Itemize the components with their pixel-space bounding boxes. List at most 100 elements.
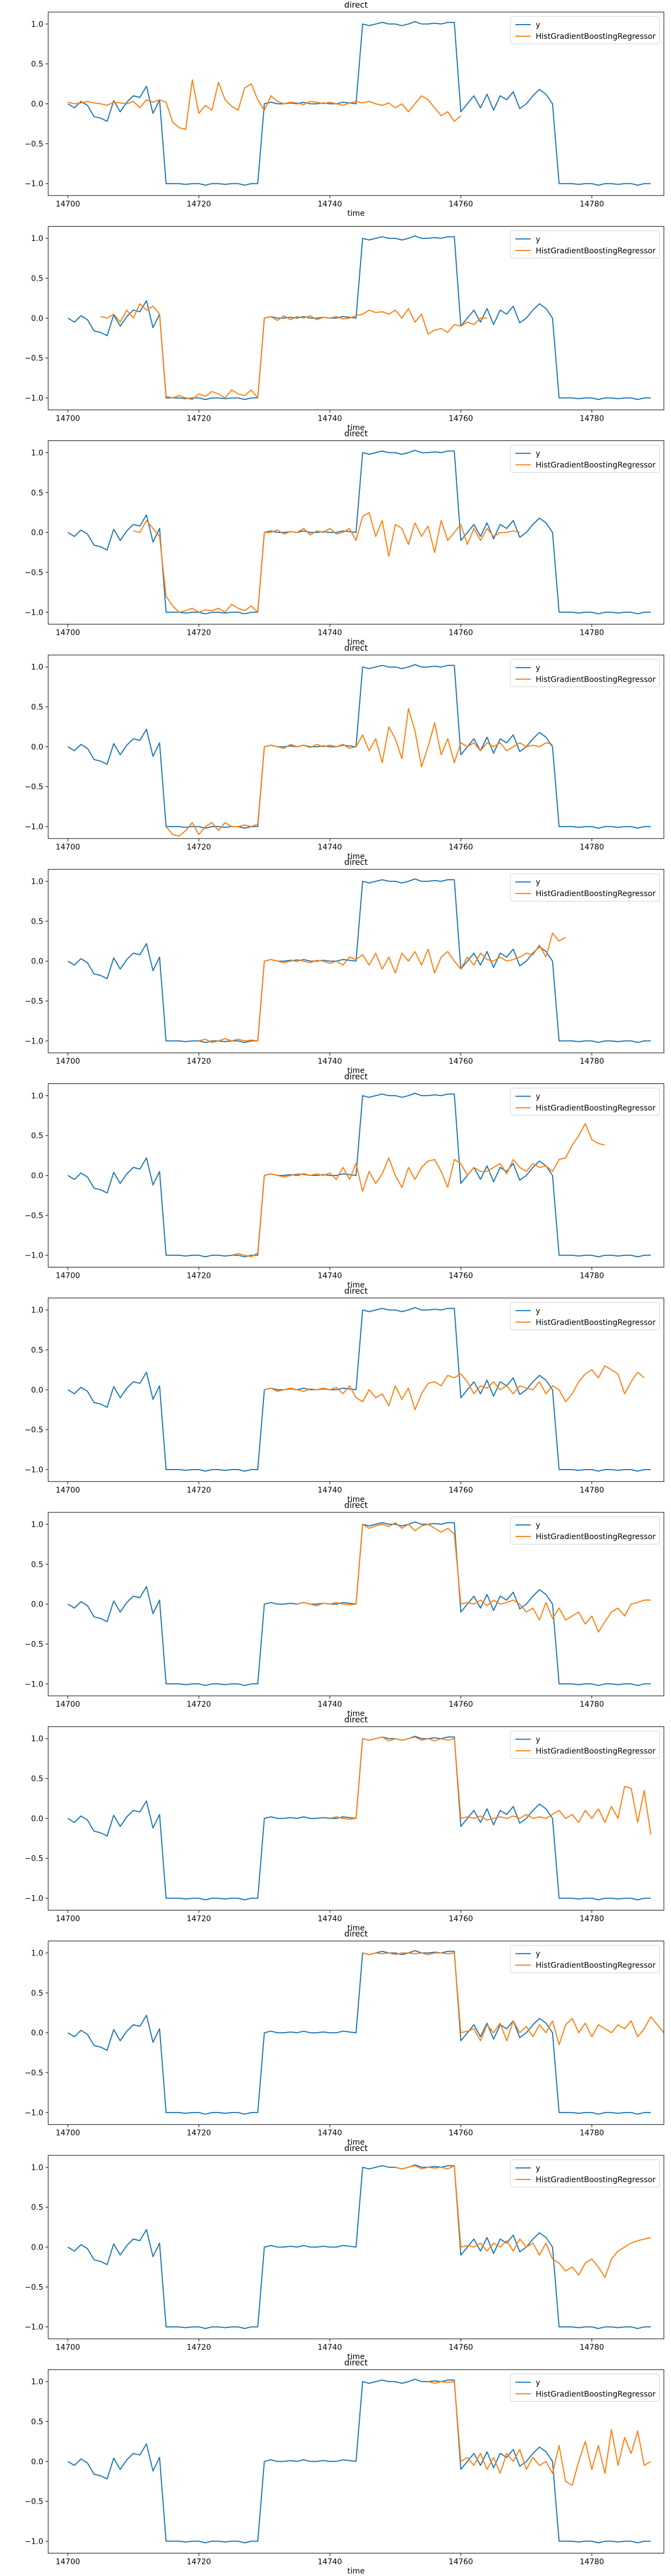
y-tick-label: 1.0 bbox=[31, 1949, 43, 1958]
x-tick-label: 14760 bbox=[449, 414, 473, 423]
legend-label: HistGradientBoostingRegressor bbox=[536, 32, 656, 41]
legend-label: HistGradientBoostingRegressor bbox=[536, 675, 656, 684]
y-tick-label: 0.5 bbox=[31, 1560, 43, 1569]
series-line-prediction bbox=[165, 708, 553, 837]
y-tick-label: 0.0 bbox=[31, 1600, 43, 1609]
x-axis-label: time bbox=[347, 423, 365, 432]
series-line-prediction bbox=[100, 303, 488, 400]
series-line-prediction bbox=[329, 1736, 652, 1835]
legend-box bbox=[510, 445, 660, 473]
y-tick-label: 1.0 bbox=[31, 2378, 43, 2386]
series-line-y bbox=[67, 1093, 651, 1258]
x-tick-label: 14780 bbox=[580, 629, 604, 638]
y-tick-label: 1.0 bbox=[31, 2164, 43, 2172]
y-tick-label: 0.0 bbox=[31, 1386, 43, 1395]
y-tick-label: 0.5 bbox=[31, 703, 43, 712]
x-tick-label: 14780 bbox=[580, 1057, 604, 1066]
x-tick-label: 14720 bbox=[187, 1486, 211, 1495]
x-tick-label: 14720 bbox=[187, 1272, 211, 1281]
x-tick-label: 14760 bbox=[449, 1057, 473, 1066]
y-tick-label: 0.0 bbox=[31, 100, 43, 109]
chart-11: direct 14700 14720 14740 14760 14780 −1.0 −0.5 0… bbox=[25, 2143, 664, 2361]
y-tick-label: 0.0 bbox=[31, 1172, 43, 1180]
y-tick-label: 0.5 bbox=[31, 60, 43, 69]
y-tick-label: 0.0 bbox=[31, 2029, 43, 2038]
legend-label: y bbox=[536, 2378, 540, 2387]
legend-label: HistGradientBoostingRegressor bbox=[536, 2390, 656, 2399]
x-tick-label: 14720 bbox=[187, 1914, 211, 1923]
chart-title: direct bbox=[345, 429, 368, 439]
chart-3: direct 14700 14720 14740 14760 14780 −1.0 −0.5 0… bbox=[25, 429, 664, 647]
legend-box bbox=[510, 2159, 660, 2188]
x-tick-label: 14700 bbox=[56, 2343, 81, 2352]
series-line-y bbox=[67, 450, 651, 615]
series-line-prediction bbox=[297, 1522, 651, 1633]
x-tick-label: 14760 bbox=[449, 1486, 473, 1495]
y-tick-label: −0.5 bbox=[25, 997, 43, 1006]
y-tick-label: −0.5 bbox=[25, 783, 43, 791]
y-tick-label: −1.0 bbox=[25, 823, 43, 831]
legend: y HistGradientBoostingRegressor bbox=[510, 2373, 660, 2402]
chart-9: direct 14700 14720 14740 14760 14780 −1.0 −0.5 0… bbox=[25, 1714, 664, 1932]
x-tick-label: 14780 bbox=[580, 1272, 604, 1281]
y-tick-label: −1.0 bbox=[25, 2537, 43, 2546]
series-line-prediction bbox=[67, 79, 461, 130]
x-axis-label: time bbox=[347, 2567, 365, 2575]
y-tick-label: 1.0 bbox=[31, 449, 43, 457]
series-line-prediction bbox=[133, 512, 520, 613]
legend-label: HistGradientBoostingRegressor bbox=[536, 2176, 656, 2184]
x-tick-label: 14780 bbox=[580, 414, 604, 423]
x-axis-label: time bbox=[347, 852, 365, 861]
legend-label: y bbox=[536, 1093, 540, 1101]
y-tick-label: 0.0 bbox=[31, 743, 43, 751]
x-axis-label: time bbox=[347, 1066, 365, 1075]
x-tick-label: 14780 bbox=[580, 2343, 604, 2352]
y-tick-label: 0.5 bbox=[31, 1346, 43, 1355]
x-tick-label: 14780 bbox=[580, 1486, 604, 1495]
chart-title: direct bbox=[345, 643, 368, 653]
x-tick-label: 14740 bbox=[318, 200, 342, 209]
y-tick-label: 0.0 bbox=[31, 1815, 43, 1823]
legend: y HistGradientBoostingRegressor bbox=[510, 2159, 660, 2188]
chart-title: direct bbox=[345, 0, 368, 10]
y-tick-label: 0.5 bbox=[31, 274, 43, 283]
x-axis-label: time bbox=[347, 1281, 365, 1290]
x-tick-label: 14740 bbox=[318, 843, 342, 852]
series-line-y bbox=[67, 21, 651, 186]
x-tick-label: 14740 bbox=[318, 1700, 342, 1709]
series-line-y bbox=[67, 1950, 651, 2115]
chart-title: direct bbox=[345, 1072, 368, 1082]
y-tick-label: −0.5 bbox=[25, 1855, 43, 1863]
x-tick-label: 14720 bbox=[187, 2557, 211, 2566]
x-tick-label: 14740 bbox=[318, 1272, 342, 1281]
series-line-y bbox=[67, 2378, 651, 2544]
x-tick-label: 14760 bbox=[449, 629, 473, 638]
legend-label: HistGradientBoostingRegressor bbox=[536, 1318, 656, 1327]
legend: y HistGradientBoostingRegressor bbox=[510, 1088, 660, 1116]
series-line-prediction bbox=[264, 1365, 645, 1410]
x-tick-label: 14780 bbox=[580, 843, 604, 852]
legend-label: y bbox=[536, 1950, 540, 1959]
legend: y HistGradientBoostingRegressor bbox=[510, 873, 660, 902]
x-tick-label: 14780 bbox=[580, 1914, 604, 1923]
y-tick-label: −1.0 bbox=[25, 180, 43, 188]
x-tick-label: 14720 bbox=[187, 1057, 211, 1066]
chart-4: direct 14700 14720 14740 14760 14780 −1.0 −0.5 0… bbox=[25, 643, 664, 861]
y-tick-label: 1.0 bbox=[31, 234, 43, 243]
y-tick-label: 0.0 bbox=[31, 957, 43, 966]
x-tick-label: 14700 bbox=[56, 2129, 81, 2138]
legend: y HistGradientBoostingRegressor bbox=[510, 659, 660, 687]
y-tick-label: −0.5 bbox=[25, 2498, 43, 2506]
x-tick-label: 14780 bbox=[580, 2557, 604, 2566]
x-axis-label: time bbox=[347, 2353, 365, 2361]
x-axis-label: time bbox=[347, 1495, 365, 1504]
legend: y HistGradientBoostingRegressor bbox=[510, 16, 660, 44]
legend-label: HistGradientBoostingRegressor bbox=[536, 1533, 656, 1541]
x-tick-label: 14780 bbox=[580, 1700, 604, 1709]
series-line-prediction bbox=[198, 932, 566, 1043]
series-line-prediction bbox=[231, 1123, 605, 1258]
series-line-y bbox=[67, 878, 651, 1043]
x-tick-label: 14720 bbox=[187, 1700, 211, 1709]
y-tick-label: −1.0 bbox=[25, 1252, 43, 1260]
